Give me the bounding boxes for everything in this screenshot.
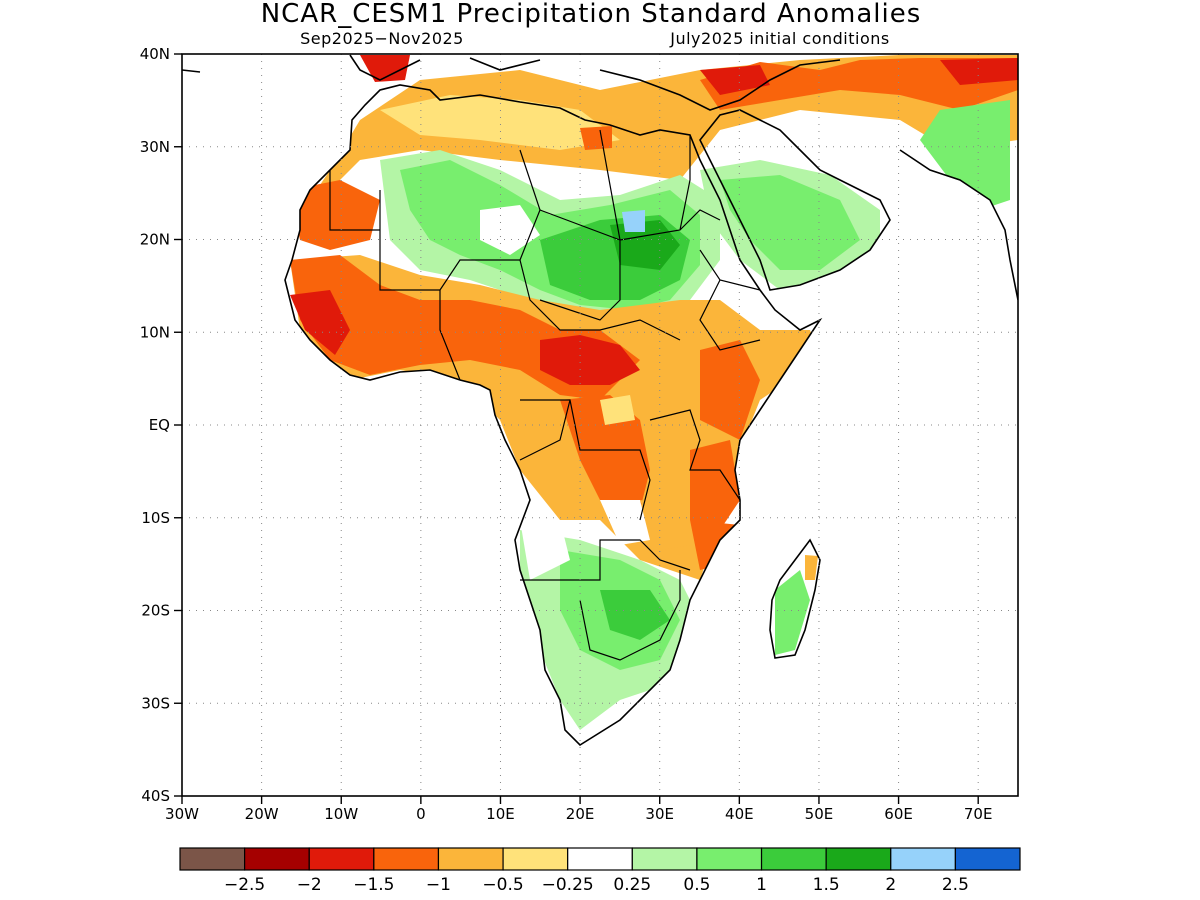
lat-tick-label: 30N — [140, 138, 170, 156]
colorbar-swatch — [244, 847, 310, 871]
lat-tick-label: EQ — [149, 416, 170, 434]
anomaly-area — [600, 590, 670, 640]
colorbar-label: −0.25 — [542, 875, 594, 895]
lon-tick-label: 30E — [645, 805, 674, 823]
colorbar-label: −1 — [426, 875, 451, 895]
anomaly-area — [520, 520, 570, 580]
colorbar: −2.5 −2 −1.5 −1 −0.5 −0.25 0.25 0.5 1 1.5 2 2.5 — [179, 847, 1021, 895]
anomaly-area — [775, 570, 810, 655]
colorbar-swatch — [373, 847, 440, 871]
colorbar-swatch — [567, 847, 633, 871]
anomaly-area — [480, 205, 540, 255]
arabia-coastline — [699, 109, 891, 291]
latitude-axis: 40N 30N 20N 10N EQ 10S 20S 30S 40S — [140, 45, 182, 805]
madagascar-coastline — [769, 538, 821, 659]
lat-tick-label: 10S — [141, 509, 170, 527]
anomaly-field — [182, 54, 1018, 745]
anomaly-area — [540, 335, 640, 385]
anomaly-area — [690, 440, 740, 530]
lon-tick-label: 70E — [964, 805, 993, 823]
anomaly-area — [580, 126, 612, 150]
colorbar-label: −2.5 — [224, 875, 265, 895]
colorbar-label: 2.5 — [942, 875, 969, 895]
anomaly-area — [700, 340, 760, 440]
colorbar-swatch — [954, 847, 1021, 871]
lat-tick-label: 20S — [141, 602, 170, 620]
anomaly-area — [360, 55, 410, 82]
anomaly-area — [700, 65, 770, 95]
map-title: NCAR_CESM1 Precipitation Standard Anomal… — [261, 0, 922, 29]
colorbar-label: 0.5 — [683, 875, 710, 895]
colorbar-swatch — [502, 847, 569, 871]
colorbar-label: 0.25 — [613, 875, 651, 895]
lon-tick-label: 0 — [416, 805, 426, 823]
longitude-axis: 30W 20W 10W 0 10E 20E 30E 40E 50E 60E 70E — [165, 796, 992, 823]
colorbar-swatch — [308, 847, 375, 871]
colorbar-swatch — [631, 847, 698, 871]
anomaly-area — [640, 500, 690, 550]
anomaly-area — [700, 58, 1018, 110]
colorbar-swatch — [760, 847, 827, 871]
lat-tick-label: 20N — [140, 231, 170, 249]
lon-tick-label: 40E — [725, 805, 754, 823]
lon-tick-label: 20E — [566, 805, 595, 823]
anomaly-area — [600, 395, 635, 425]
colorbar-label: 1.5 — [813, 875, 840, 895]
colorbar-swatch — [825, 847, 892, 871]
colorbar-label: −2 — [297, 875, 322, 895]
lat-tick-label: 30S — [141, 694, 170, 712]
lon-tick-label: 20W — [245, 805, 279, 823]
anomaly-area — [940, 58, 1018, 85]
init-label: July2025 initial conditions — [669, 29, 889, 48]
eurasia-coastline — [349, 54, 1018, 301]
colorbar-swatch — [437, 847, 504, 871]
grid-lines — [182, 54, 1018, 796]
colorbar-label: −0.5 — [482, 875, 523, 895]
period-label: Sep2025−Nov2025 — [300, 29, 464, 48]
anomaly-area — [720, 175, 860, 270]
lat-tick-label: 10N — [140, 323, 170, 341]
anomaly-area — [290, 180, 380, 250]
colorbar-label: −1.5 — [353, 875, 394, 895]
lat-tick-label: 40S — [141, 787, 170, 805]
anomaly-area — [600, 500, 650, 545]
anomaly-area — [290, 290, 350, 355]
lon-tick-label: 30W — [165, 805, 199, 823]
colorbar-swatch — [696, 847, 763, 871]
anomaly-area — [622, 210, 645, 232]
colorbar-swatch — [890, 847, 956, 871]
anomaly-area — [560, 395, 650, 510]
anomaly-area — [805, 555, 818, 580]
lon-tick-label: 10W — [324, 805, 358, 823]
anomaly-area — [920, 100, 1010, 210]
lon-tick-label: 60E — [884, 805, 913, 823]
colorbar-label: 1 — [756, 875, 767, 895]
lon-tick-label: 50E — [805, 805, 834, 823]
colorbar-swatch — [179, 847, 246, 871]
colorbar-label: 2 — [885, 875, 896, 895]
lat-tick-label: 40N — [140, 45, 170, 63]
lon-tick-label: 10E — [486, 805, 515, 823]
